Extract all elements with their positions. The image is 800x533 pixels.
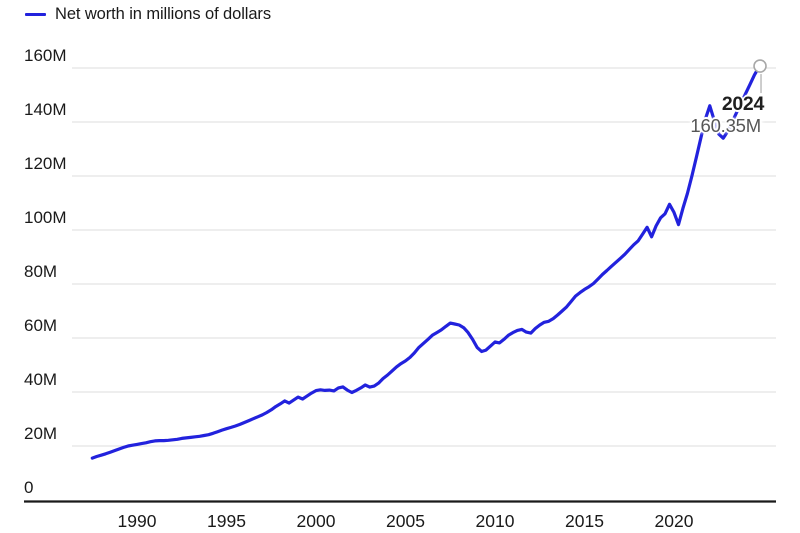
x-axis-label: 2010 xyxy=(476,511,515,531)
line-series-swatch-icon xyxy=(25,12,46,17)
y-axis-label: 60M xyxy=(24,316,57,335)
x-axis-label: 1995 xyxy=(207,511,246,531)
y-axis-label: 20M xyxy=(24,424,57,443)
y-axis-label: 80M xyxy=(24,262,57,281)
legend-label: Net worth in millions of dollars xyxy=(55,5,271,23)
net-worth-line xyxy=(90,65,761,460)
end-marker xyxy=(753,59,767,73)
y-axis-label: 140M xyxy=(24,100,67,119)
end-point-year-label: 2024 xyxy=(721,93,764,115)
x-axis-label: 1990 xyxy=(118,511,157,531)
y-axis-label: 120M xyxy=(24,154,67,173)
legend: Net worth in millions of dollars xyxy=(25,5,271,24)
y-axis-label: 160M xyxy=(24,46,67,65)
y-axis-label: 100M xyxy=(24,208,67,227)
end-point-value-label: 160.35M xyxy=(690,115,761,136)
x-axis-label: 2005 xyxy=(386,511,425,531)
x-axis-label: 2020 xyxy=(655,511,694,531)
y-axis-label: 40M xyxy=(24,370,57,389)
x-axis-label: 2015 xyxy=(565,511,604,531)
x-axis-label: 2000 xyxy=(297,511,336,531)
y-axis-label: 0 xyxy=(24,478,33,497)
